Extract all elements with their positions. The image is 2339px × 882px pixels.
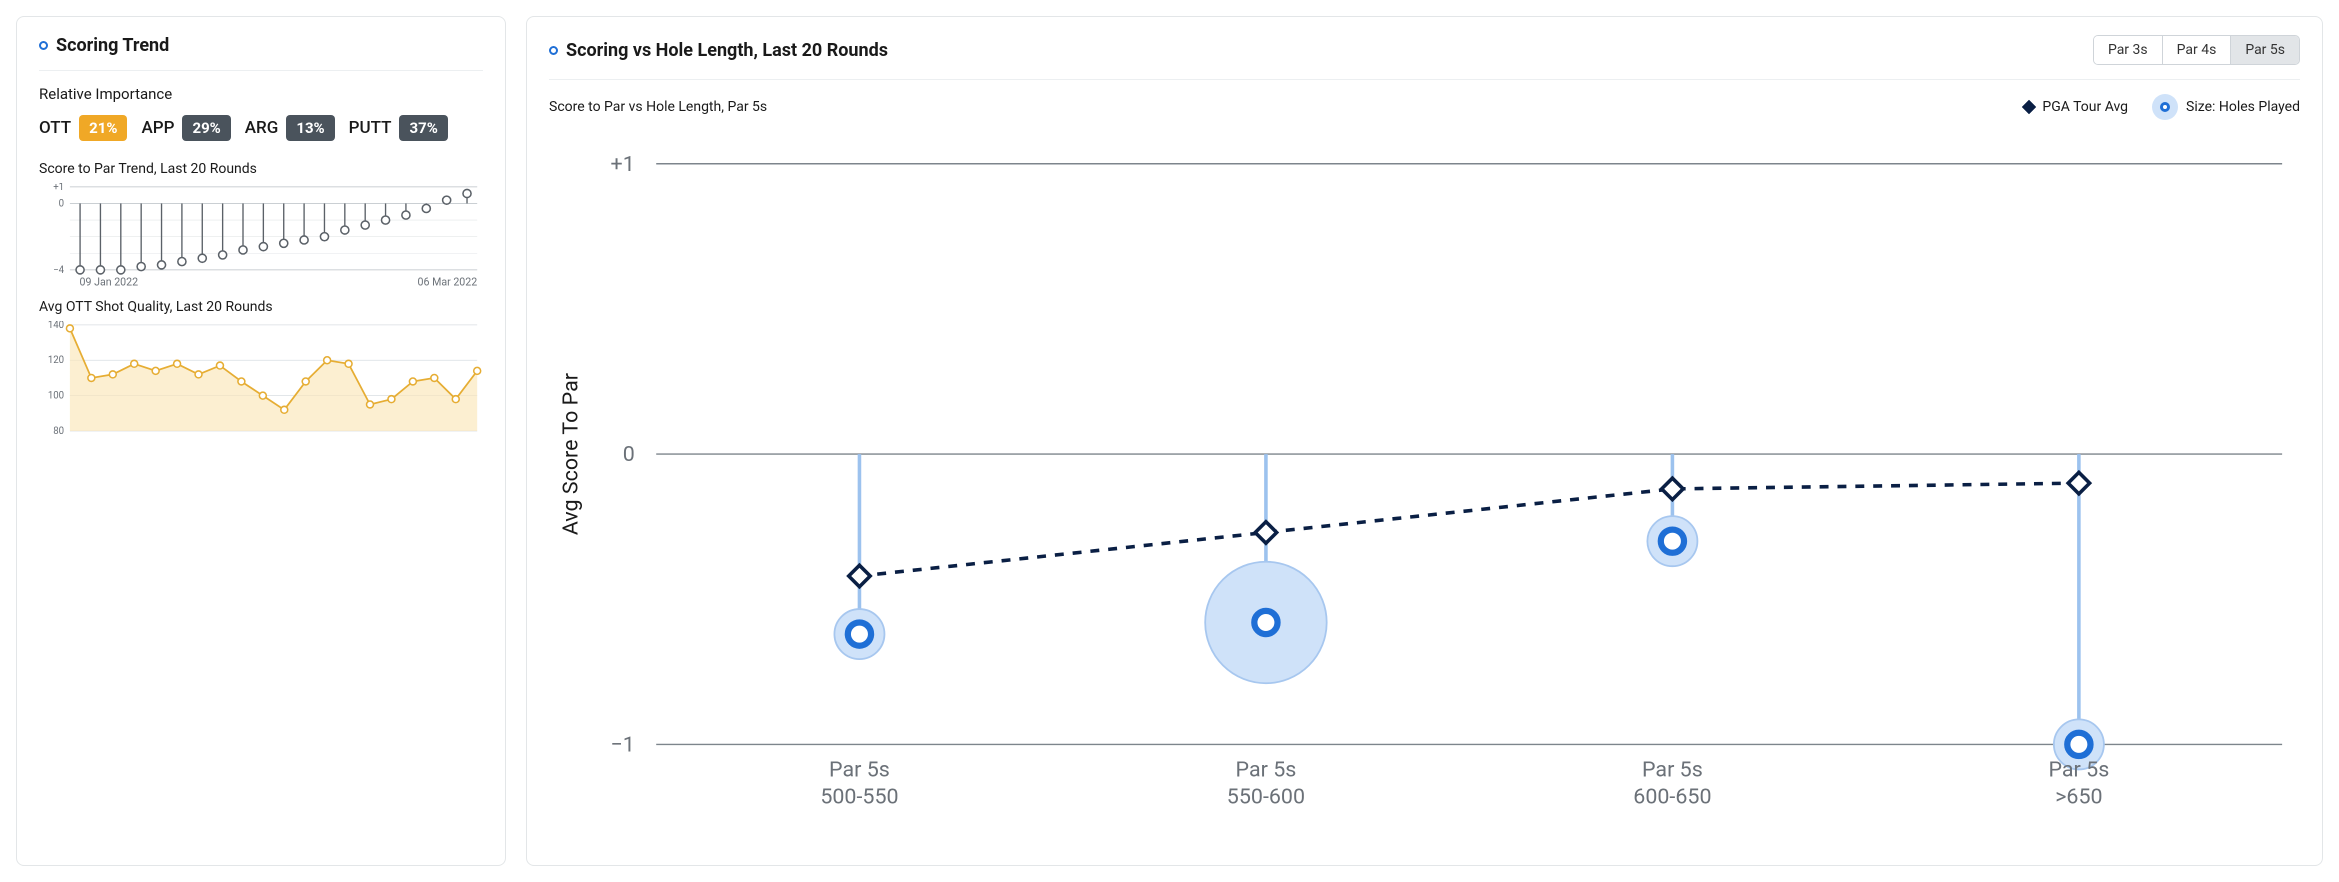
importance-badge: 29% xyxy=(182,115,230,141)
svg-text:−4: −4 xyxy=(53,265,65,276)
ott-quality-chart: 140 120 100 80 xyxy=(39,321,483,437)
par-tab-group: Par 3sPar 4sPar 5s xyxy=(2093,35,2300,65)
tab-par-4s[interactable]: Par 4s xyxy=(2162,36,2231,64)
svg-text:0: 0 xyxy=(59,198,64,209)
score-trend-chart: +1 0 −4 09 Jan 2022 06 Mar 2022 xyxy=(39,183,483,289)
legend-size-label: Size: Holes Played xyxy=(2186,99,2300,115)
svg-text:550-600: 550-600 xyxy=(1227,784,1305,809)
score-trend-title: Score to Par Trend, Last 20 Rounds xyxy=(39,161,483,177)
importance-label: OTT xyxy=(39,118,71,138)
bullet-icon xyxy=(39,41,48,50)
importance-badge: 21% xyxy=(79,115,127,141)
bullet-icon xyxy=(549,46,558,55)
svg-text:0: 0 xyxy=(623,442,635,467)
importance-item: APP 29% xyxy=(141,115,230,141)
svg-text:+1: +1 xyxy=(53,183,64,193)
svg-text:>650: >650 xyxy=(2055,784,2102,809)
svg-text:Avg Score To Par: Avg Score To Par xyxy=(559,373,584,535)
legend-pga: PGA Tour Avg xyxy=(2024,99,2128,115)
svg-text:−1: −1 xyxy=(610,733,634,758)
legend-size: Size: Holes Played xyxy=(2152,94,2300,120)
bubble-icon xyxy=(2152,94,2178,120)
ott-quality-title: Avg OTT Shot Quality, Last 20 Rounds xyxy=(39,299,483,315)
svg-text:Par 5s: Par 5s xyxy=(829,758,890,783)
importance-item: OTT 21% xyxy=(39,115,127,141)
svg-text:80: 80 xyxy=(53,426,64,437)
legend-pga-label: PGA Tour Avg xyxy=(2042,99,2128,115)
importance-badge: 13% xyxy=(286,115,334,141)
svg-text:Par 5s: Par 5s xyxy=(2049,758,2110,783)
importance-badge: 37% xyxy=(399,115,447,141)
hole-length-card: Scoring vs Hole Length, Last 20 Rounds P… xyxy=(526,16,2323,866)
card-header: Scoring vs Hole Length, Last 20 Rounds P… xyxy=(549,35,2300,80)
tab-par-3s[interactable]: Par 3s xyxy=(2094,36,2162,64)
importance-label: APP xyxy=(141,118,174,138)
card-header: Scoring Trend xyxy=(39,35,483,71)
diamond-icon xyxy=(2022,100,2036,114)
scoring-trend-card: Scoring Trend Relative Importance OTT 21%… xyxy=(16,16,506,866)
relative-importance-label: Relative Importance xyxy=(39,85,483,103)
svg-text:100: 100 xyxy=(48,391,64,402)
importance-label: ARG xyxy=(245,118,279,138)
svg-text:Par 5s: Par 5s xyxy=(1642,758,1703,783)
svg-text:Par 5s: Par 5s xyxy=(1236,758,1297,783)
svg-text:06 Mar 2022: 06 Mar 2022 xyxy=(418,275,478,288)
relative-importance-row: OTT 21% APP 29% ARG 13% PUTT 37% xyxy=(39,115,483,141)
hole-length-chart: +10−1Avg Score To ParPar 5s500-550Par 5s… xyxy=(549,128,2300,843)
card-title: Scoring vs Hole Length, Last 20 Rounds xyxy=(566,40,888,61)
legend: PGA Tour Avg Size: Holes Played xyxy=(2024,94,2300,120)
svg-text:500-550: 500-550 xyxy=(820,784,898,809)
svg-text:120: 120 xyxy=(48,355,64,366)
svg-text:09 Jan 2022: 09 Jan 2022 xyxy=(80,275,139,288)
svg-text:+1: +1 xyxy=(611,152,635,177)
importance-label: PUTT xyxy=(349,118,392,138)
tab-par-5s[interactable]: Par 5s xyxy=(2230,36,2299,64)
subtitle-row: Score to Par vs Hole Length, Par 5s PGA … xyxy=(549,94,2300,120)
importance-item: PUTT 37% xyxy=(349,115,448,141)
hole-chart-subtitle: Score to Par vs Hole Length, Par 5s xyxy=(549,99,767,115)
card-title: Scoring Trend xyxy=(56,35,169,56)
svg-text:600-650: 600-650 xyxy=(1633,784,1711,809)
importance-item: ARG 13% xyxy=(245,115,335,141)
svg-text:140: 140 xyxy=(48,321,64,331)
